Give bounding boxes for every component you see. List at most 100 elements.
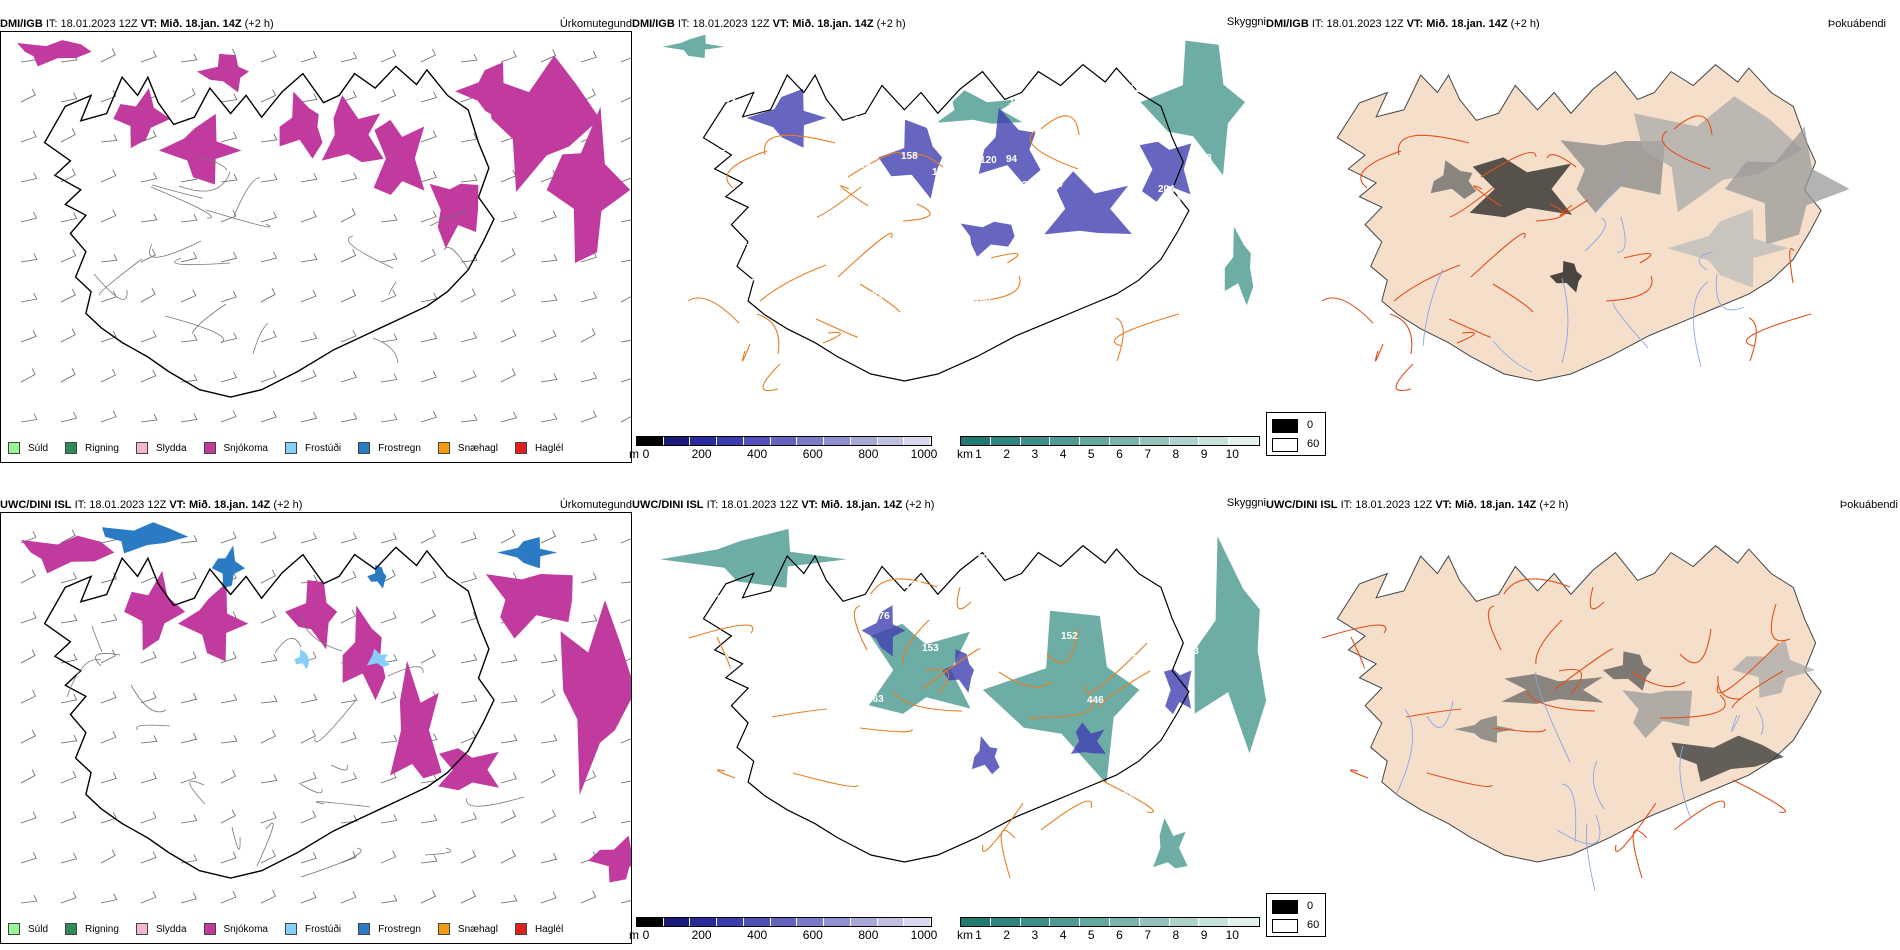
legend-label: Súld [28,442,49,454]
colorbar-cell [797,918,825,926]
wind-barb [500,50,517,63]
wind-barb [580,614,598,624]
wind-barb [20,611,37,624]
river-line [1426,700,1454,728]
wind-barb [460,370,477,383]
model-name: UWC/DINI ISL [1266,499,1338,511]
elevation-label: 285 [1126,197,1143,208]
wind-barb [60,693,78,704]
legend-swatch [437,442,450,454]
road-line [231,826,241,850]
elevation-label: 161 [1073,282,1090,293]
elevation-label: 183 [997,261,1014,272]
wind-barb [460,812,477,824]
wind-barb [620,296,631,303]
wind-barb [580,371,598,383]
panel-header: UWC/DINI ISL IT: 18.01.2023 12Z VT: Mið.… [1266,498,1898,512]
road-line [424,847,452,856]
colorbar-cell [1229,918,1259,926]
road-line [902,203,931,222]
panel-dmi-fog: DMI/IGB IT: 18.01.2023 12Z VT: Mið. 18.j… [1266,17,1898,465]
colorbar-ticks: 1 2 3 4 5 6 7 8 9 10 [960,928,1260,944]
road-line [1503,578,1571,595]
legend-item: Frostúði [284,923,341,935]
elevation-label: 161 [1080,159,1097,170]
road-line [95,653,121,667]
wind-barb [500,529,516,544]
elevation-label: 166 [974,294,991,305]
road-line [1000,829,1016,879]
road-line [687,297,740,324]
wind-barb [340,570,357,584]
wind-barb [420,370,437,383]
colorbar-cell [1020,437,1051,445]
wind-barb [220,173,238,183]
wind-barb [100,169,117,183]
elevation-label: 167 [1009,96,1026,107]
wind-barb [260,729,276,744]
snow-area [178,583,249,662]
wind-barb [60,811,77,824]
legend-item: Haglél [514,442,563,454]
legend-label: Slydda [155,442,187,454]
colorbar-cell [743,437,771,445]
wind-barb [260,890,277,904]
visibility-area [982,610,1140,784]
colorbar-tick-label: 9 [1200,447,1208,461]
legend-label: Súld [28,923,49,935]
wind-barb [300,51,317,63]
wind-barb [260,849,276,864]
wind-barb [500,248,516,263]
colorbar-cell [1169,437,1200,445]
wind-barb [620,780,631,784]
road-line [256,822,274,867]
valid-time: Mið. 18.jan. 14Z [1426,18,1508,30]
wind-barb [260,569,276,584]
wind-barb [220,770,237,784]
road-line [1321,297,1374,324]
valid-time-label: VT: [801,499,818,511]
road-line [1673,800,1726,831]
panel-title: Skyggni [1226,498,1266,509]
colorbar-cell [1199,437,1230,445]
legend-swatch [358,923,371,935]
map-frame: Súld Rigning Slydda Snjókoma Frostúði Frostre… [0,31,632,463]
legend-swatch [8,442,20,454]
wind-barb [540,412,558,423]
colorbar-cell [690,437,718,445]
road-line [1717,675,1742,700]
road-line [973,275,1021,302]
colorbar-ticks: 1 2 3 4 5 6 7 8 9 10 [960,447,1260,463]
elevation-label: 169 [901,77,918,88]
wind-barb [580,533,598,544]
road-line [1100,779,1154,813]
snow-area [279,91,323,159]
wind-barb [20,729,36,744]
road-line [1745,313,1812,347]
road-line [1349,769,1369,779]
snow-area [588,835,631,883]
elevation-label: 182 [962,791,979,802]
road-line [1389,313,1413,355]
wind-barb [540,329,557,343]
wind-barb [340,208,356,223]
wind-barb [420,570,437,584]
fog-indicator-legend: 0 60 [1266,893,1326,937]
wind-barb [460,890,477,904]
colorbar-cell [1139,918,1170,926]
wind-barb [60,770,77,784]
legend-swatch [514,442,527,454]
legend-label: Snjókoma [223,923,268,935]
colorbar-cell [1020,918,1051,926]
precip-type-legend: Súld Rigning Slydda Snjókoma Frostúði Frostre… [1,916,573,942]
colorbar-tick-label: 4 [1059,928,1067,942]
colorbar-tick-label: 200 [691,447,712,461]
colorbar-cell [1050,918,1081,926]
wind-barb [540,689,556,704]
wind-barb [60,328,76,343]
river-line [1594,169,1625,214]
river-line [1755,706,1764,736]
wind-barb [340,731,357,744]
model-name: DMI/IGB [632,18,675,30]
elevation-label: 592 [915,593,932,604]
